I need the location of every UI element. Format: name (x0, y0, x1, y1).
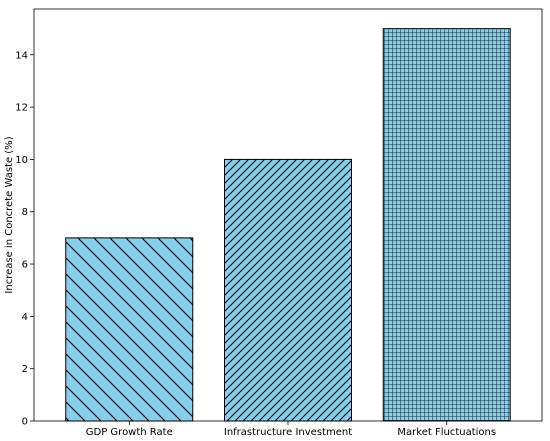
x-tick-label: Infrastructure Investment (224, 427, 352, 438)
y-tick-label: 4 (22, 312, 28, 323)
y-tick-label: 14 (15, 50, 28, 61)
y-tick-label: 0 (22, 417, 28, 428)
bar-gdp-growth-rate (65, 237, 194, 422)
y-axis: 0 2 4 6 8 10 12 14 (15, 50, 34, 428)
y-axis-label: Increase in Concrete Waste (%) (4, 136, 15, 293)
y-tick-label: 2 (22, 364, 28, 375)
bar-market-fluctuations (382, 28, 511, 422)
y-tick-label: 6 (22, 260, 28, 271)
y-tick-label: 8 (22, 207, 28, 218)
bar-infrastructure-investment (224, 158, 352, 422)
x-axis: GDP Growth Rate Infrastructure Investment… (86, 421, 496, 438)
bars-group (65, 28, 511, 422)
x-tick-label: Market Fluctuations (397, 427, 496, 438)
y-tick-label: 10 (15, 155, 28, 166)
y-tick-label: 12 (15, 103, 28, 114)
x-tick-label: GDP Growth Rate (86, 427, 173, 438)
